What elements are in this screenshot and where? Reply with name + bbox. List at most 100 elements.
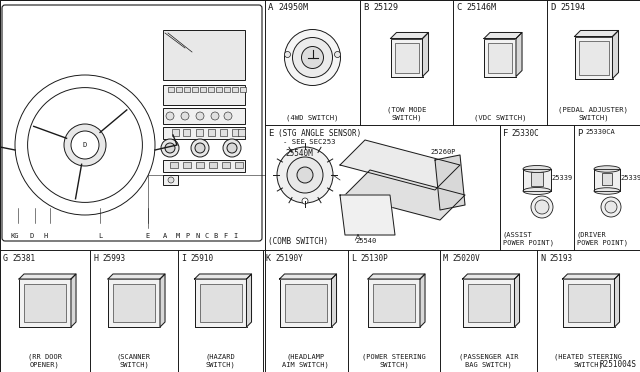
Text: D: D bbox=[30, 233, 34, 239]
Text: 25330CA: 25330CA bbox=[585, 129, 615, 135]
Circle shape bbox=[285, 29, 340, 86]
Text: 25540M: 25540M bbox=[285, 149, 313, 158]
Polygon shape bbox=[108, 274, 165, 279]
Circle shape bbox=[224, 112, 232, 120]
Text: D: D bbox=[550, 3, 556, 12]
Bar bbox=[163, 85, 245, 105]
Text: (PEDAL ADJUSTER)
SWITCH): (PEDAL ADJUSTER) SWITCH) bbox=[559, 106, 628, 121]
Text: (TOW MODE
SWITCH): (TOW MODE SWITCH) bbox=[387, 106, 426, 121]
Text: 25130P: 25130P bbox=[360, 254, 388, 263]
Bar bbox=[563, 279, 614, 327]
Circle shape bbox=[161, 139, 179, 157]
Bar bbox=[19, 279, 71, 327]
Bar bbox=[523, 169, 551, 191]
Text: 24950M: 24950M bbox=[278, 3, 308, 12]
Bar bbox=[163, 127, 245, 139]
Circle shape bbox=[15, 75, 155, 215]
Circle shape bbox=[166, 112, 174, 120]
Text: 25381: 25381 bbox=[12, 254, 35, 263]
Text: (PASSENGER AIR
BAG SWITCH): (PASSENGER AIR BAG SWITCH) bbox=[459, 353, 518, 368]
Circle shape bbox=[601, 197, 621, 217]
Bar bbox=[568, 284, 609, 322]
Text: (4WD SWITCH): (4WD SWITCH) bbox=[286, 115, 339, 121]
Text: E: E bbox=[146, 233, 150, 239]
Bar bbox=[232, 87, 238, 92]
Polygon shape bbox=[484, 32, 522, 38]
Text: (COMB SWITCH): (COMB SWITCH) bbox=[268, 237, 328, 246]
Bar bbox=[575, 36, 612, 78]
Bar bbox=[579, 41, 609, 74]
Text: 25993: 25993 bbox=[102, 254, 125, 263]
Text: (RR DOOR
OPENER): (RR DOOR OPENER) bbox=[28, 353, 62, 368]
Bar bbox=[200, 87, 206, 92]
Bar bbox=[484, 38, 516, 77]
Bar bbox=[192, 87, 198, 92]
Bar bbox=[19, 279, 71, 327]
Circle shape bbox=[302, 198, 308, 204]
Bar bbox=[208, 129, 215, 136]
Polygon shape bbox=[516, 32, 522, 77]
Text: A: A bbox=[163, 233, 167, 239]
Bar bbox=[222, 162, 230, 168]
Bar bbox=[200, 284, 241, 322]
Polygon shape bbox=[563, 274, 620, 279]
Polygon shape bbox=[463, 274, 520, 279]
Polygon shape bbox=[435, 155, 465, 210]
Bar bbox=[373, 284, 415, 322]
Polygon shape bbox=[614, 274, 620, 327]
Bar bbox=[113, 284, 155, 322]
Polygon shape bbox=[71, 274, 76, 327]
Polygon shape bbox=[340, 195, 395, 235]
Bar bbox=[488, 42, 512, 73]
Bar bbox=[170, 162, 178, 168]
Circle shape bbox=[191, 139, 209, 157]
Polygon shape bbox=[340, 140, 460, 190]
Circle shape bbox=[335, 51, 340, 58]
Text: 25330C: 25330C bbox=[511, 129, 539, 138]
Bar bbox=[390, 38, 422, 77]
Bar bbox=[390, 38, 422, 77]
Circle shape bbox=[227, 143, 237, 153]
Text: R251004S: R251004S bbox=[600, 360, 637, 369]
Text: (DRIVER
POWER POINT): (DRIVER POWER POINT) bbox=[577, 231, 628, 246]
Bar bbox=[195, 279, 246, 327]
Circle shape bbox=[531, 196, 553, 218]
Polygon shape bbox=[246, 274, 252, 327]
Polygon shape bbox=[575, 31, 618, 36]
Circle shape bbox=[168, 177, 174, 183]
Text: I: I bbox=[233, 233, 237, 239]
Circle shape bbox=[535, 200, 549, 214]
Polygon shape bbox=[332, 274, 337, 327]
Bar bbox=[394, 42, 419, 73]
Text: 25339: 25339 bbox=[551, 175, 572, 181]
Bar bbox=[209, 162, 217, 168]
Text: 25260P: 25260P bbox=[430, 149, 456, 155]
Circle shape bbox=[165, 143, 175, 153]
Bar bbox=[368, 279, 420, 327]
Bar bbox=[163, 160, 245, 172]
Bar bbox=[280, 279, 332, 327]
Text: I: I bbox=[181, 254, 186, 263]
Polygon shape bbox=[515, 274, 520, 327]
Bar bbox=[280, 279, 332, 327]
Circle shape bbox=[292, 38, 333, 77]
Text: N: N bbox=[196, 233, 200, 239]
Text: 25190Y: 25190Y bbox=[275, 254, 303, 263]
Polygon shape bbox=[345, 170, 465, 220]
Text: N: N bbox=[540, 254, 545, 263]
Bar bbox=[196, 162, 204, 168]
Circle shape bbox=[211, 112, 219, 120]
Circle shape bbox=[287, 157, 323, 193]
Bar bbox=[183, 129, 190, 136]
Text: (HAZARD
SWITCH): (HAZARD SWITCH) bbox=[205, 353, 236, 368]
Bar bbox=[220, 129, 227, 136]
Bar bbox=[163, 30, 245, 80]
Bar bbox=[168, 87, 174, 92]
Text: L: L bbox=[351, 254, 356, 263]
Circle shape bbox=[297, 167, 313, 183]
Bar bbox=[196, 129, 203, 136]
Bar bbox=[238, 129, 245, 136]
Text: 25339: 25339 bbox=[620, 175, 640, 181]
Bar bbox=[575, 36, 612, 78]
Text: - SEE SEC253: - SEE SEC253 bbox=[283, 139, 335, 145]
